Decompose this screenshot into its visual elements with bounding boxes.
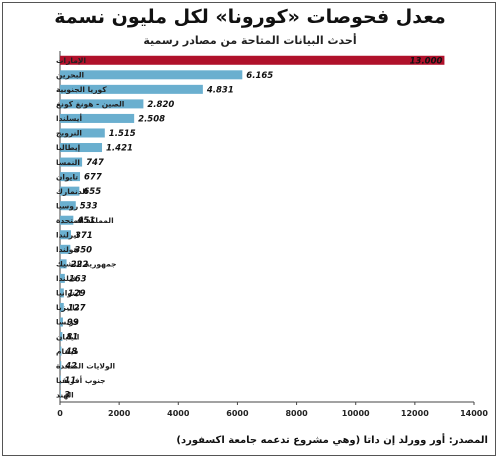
- value-label: 3: [64, 391, 70, 401]
- x-tick-label: 0: [57, 409, 63, 418]
- x-tick-label: 4000: [167, 409, 190, 418]
- value-label: 13.000: [410, 56, 443, 66]
- bar: [60, 55, 445, 65]
- value-label: 451: [76, 216, 95, 226]
- bar: [60, 201, 76, 211]
- category-label: فرنسا: [56, 318, 79, 327]
- category-label: أيسلندا: [56, 113, 82, 123]
- category-label: فيتنام: [56, 347, 78, 356]
- category-label: روسيا: [56, 201, 78, 210]
- bar: [60, 128, 105, 138]
- bar: [60, 186, 80, 196]
- value-label: 677: [84, 173, 102, 183]
- bar: [60, 113, 135, 123]
- bar: [60, 215, 74, 225]
- x-tick-label: 10000: [342, 409, 370, 418]
- value-label: 81: [66, 333, 78, 343]
- value-label: 99: [67, 318, 79, 328]
- bar: [60, 302, 64, 312]
- value-label: 350: [74, 245, 92, 255]
- category-label: الولايات المتحدة: [56, 361, 115, 370]
- value-label: 2.508: [138, 114, 165, 124]
- bar: [60, 317, 63, 327]
- bar: [60, 332, 63, 342]
- category-label: تايوان: [56, 172, 78, 181]
- value-label: 163: [69, 274, 87, 284]
- chart-frame: [2, 2, 496, 456]
- value-label: 2.820: [147, 100, 174, 110]
- bar: [60, 390, 61, 400]
- category-label: كوريا الجنوبية: [56, 85, 107, 94]
- bar: [60, 172, 81, 182]
- category-label: جنوب أفريقيا: [56, 375, 106, 385]
- category-label: جمهورية التشيك: [56, 260, 117, 269]
- value-label: 127: [68, 303, 86, 313]
- category-label: فنلندا: [56, 274, 77, 283]
- category-label: هولندا: [56, 245, 79, 254]
- chart-title: معدل فحوصات «كورونا» لكل مليون نسمة: [54, 6, 446, 28]
- category-label: إيطاليا: [56, 143, 80, 152]
- value-label: 11: [64, 376, 76, 386]
- bar: [60, 99, 144, 109]
- value-label: 48: [64, 347, 77, 357]
- bar: [60, 230, 71, 240]
- x-tick-label: 6000: [226, 409, 249, 418]
- value-label: 6.165: [246, 71, 273, 81]
- category-label: ماليزيا: [56, 303, 80, 312]
- category-label: الدنمارك: [56, 187, 88, 196]
- bar: [60, 375, 61, 385]
- x-tick-label: 14000: [460, 409, 488, 418]
- bar: [60, 143, 103, 153]
- x-tick-label: 8000: [285, 409, 308, 418]
- chart-subtitle: أحدث البيانات المتاحة من مصادر رسمية: [143, 34, 357, 47]
- bar: [60, 273, 65, 283]
- category-label: النمسا: [56, 158, 80, 167]
- x-tick-label: 12000: [401, 409, 429, 418]
- category-label: ايرلندا: [56, 230, 79, 239]
- value-label: 42: [64, 362, 77, 372]
- category-label: الهند: [56, 390, 74, 399]
- value-label: 4.831: [206, 85, 234, 95]
- bar: [60, 157, 83, 167]
- category-label: النرويج: [56, 129, 82, 138]
- x-tick-label: 2000: [108, 409, 131, 418]
- value-label: 371: [75, 231, 93, 241]
- bar: [60, 346, 62, 356]
- value-label: 655: [83, 187, 101, 197]
- category-label: ليتوانيا: [56, 289, 81, 298]
- category-label: المملكة المتحدة: [56, 216, 114, 225]
- bar: [60, 288, 64, 298]
- category-label: اليابان: [56, 332, 79, 341]
- value-label: 533: [80, 202, 98, 212]
- value-label: 1.421: [106, 144, 133, 154]
- value-label: 1.515: [109, 129, 136, 139]
- bar: [60, 259, 67, 269]
- category-label: الإمارات: [56, 56, 86, 65]
- category-label: البحرين: [56, 71, 84, 80]
- category-label: الصين - هونغ كونغ: [56, 100, 124, 109]
- value-label: 222: [71, 260, 89, 270]
- value-label: 129: [68, 289, 86, 299]
- value-label: 747: [86, 158, 104, 168]
- source-note: المصدر: أور وورلد إن داتا (وهي مشروع تدع…: [176, 435, 488, 446]
- bar: [60, 70, 243, 80]
- bar: [60, 84, 203, 94]
- bar: [60, 244, 71, 254]
- bar: [60, 361, 62, 371]
